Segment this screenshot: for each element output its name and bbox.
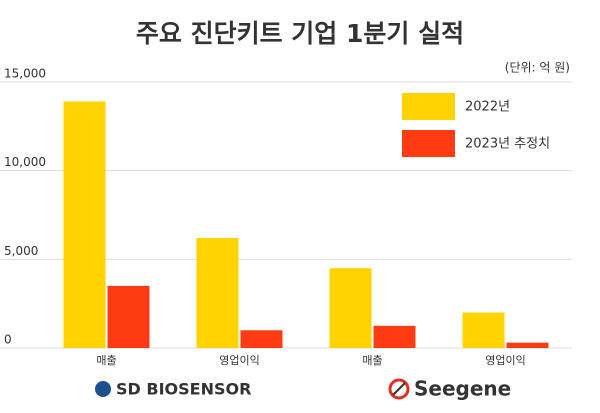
- legend-swatch: [402, 93, 455, 120]
- y-tick-label: 10,000: [4, 155, 46, 169]
- chart-title: 주요 진단키트 기업 1분기 실적: [136, 19, 464, 48]
- bar: [240, 330, 283, 348]
- logo-seegene: Seegene: [388, 377, 511, 401]
- legend-label: 2022년: [465, 100, 510, 115]
- x-tick-label: 영업이익: [485, 354, 525, 367]
- y-tick-label: 5,000: [4, 244, 38, 258]
- bar: [506, 342, 549, 348]
- bar: [329, 268, 372, 348]
- y-tick-label: 0: [4, 333, 12, 347]
- bar: [63, 101, 106, 348]
- x-tick-label: 영업이익: [219, 354, 259, 367]
- unit-label: (단위: 억 원): [505, 61, 570, 75]
- y-tick-label: 15,000: [4, 67, 46, 81]
- logo-sd: SD BIOSENSOR: [95, 380, 251, 399]
- logo-icon: [388, 378, 410, 400]
- x-tick-label: 매출: [96, 354, 116, 367]
- bar: [107, 285, 150, 348]
- legend-swatch: [402, 130, 455, 157]
- legend-label: 2023년 추정치: [465, 137, 550, 152]
- logo-text: Seegene: [414, 377, 511, 401]
- bar: [462, 312, 505, 348]
- logo-icon: [95, 381, 111, 397]
- bar: [196, 238, 239, 348]
- bar: [373, 325, 416, 348]
- logo-text: SD BIOSENSOR: [116, 380, 251, 399]
- logo-icon: [392, 382, 406, 396]
- x-tick-label: 매출: [362, 354, 382, 367]
